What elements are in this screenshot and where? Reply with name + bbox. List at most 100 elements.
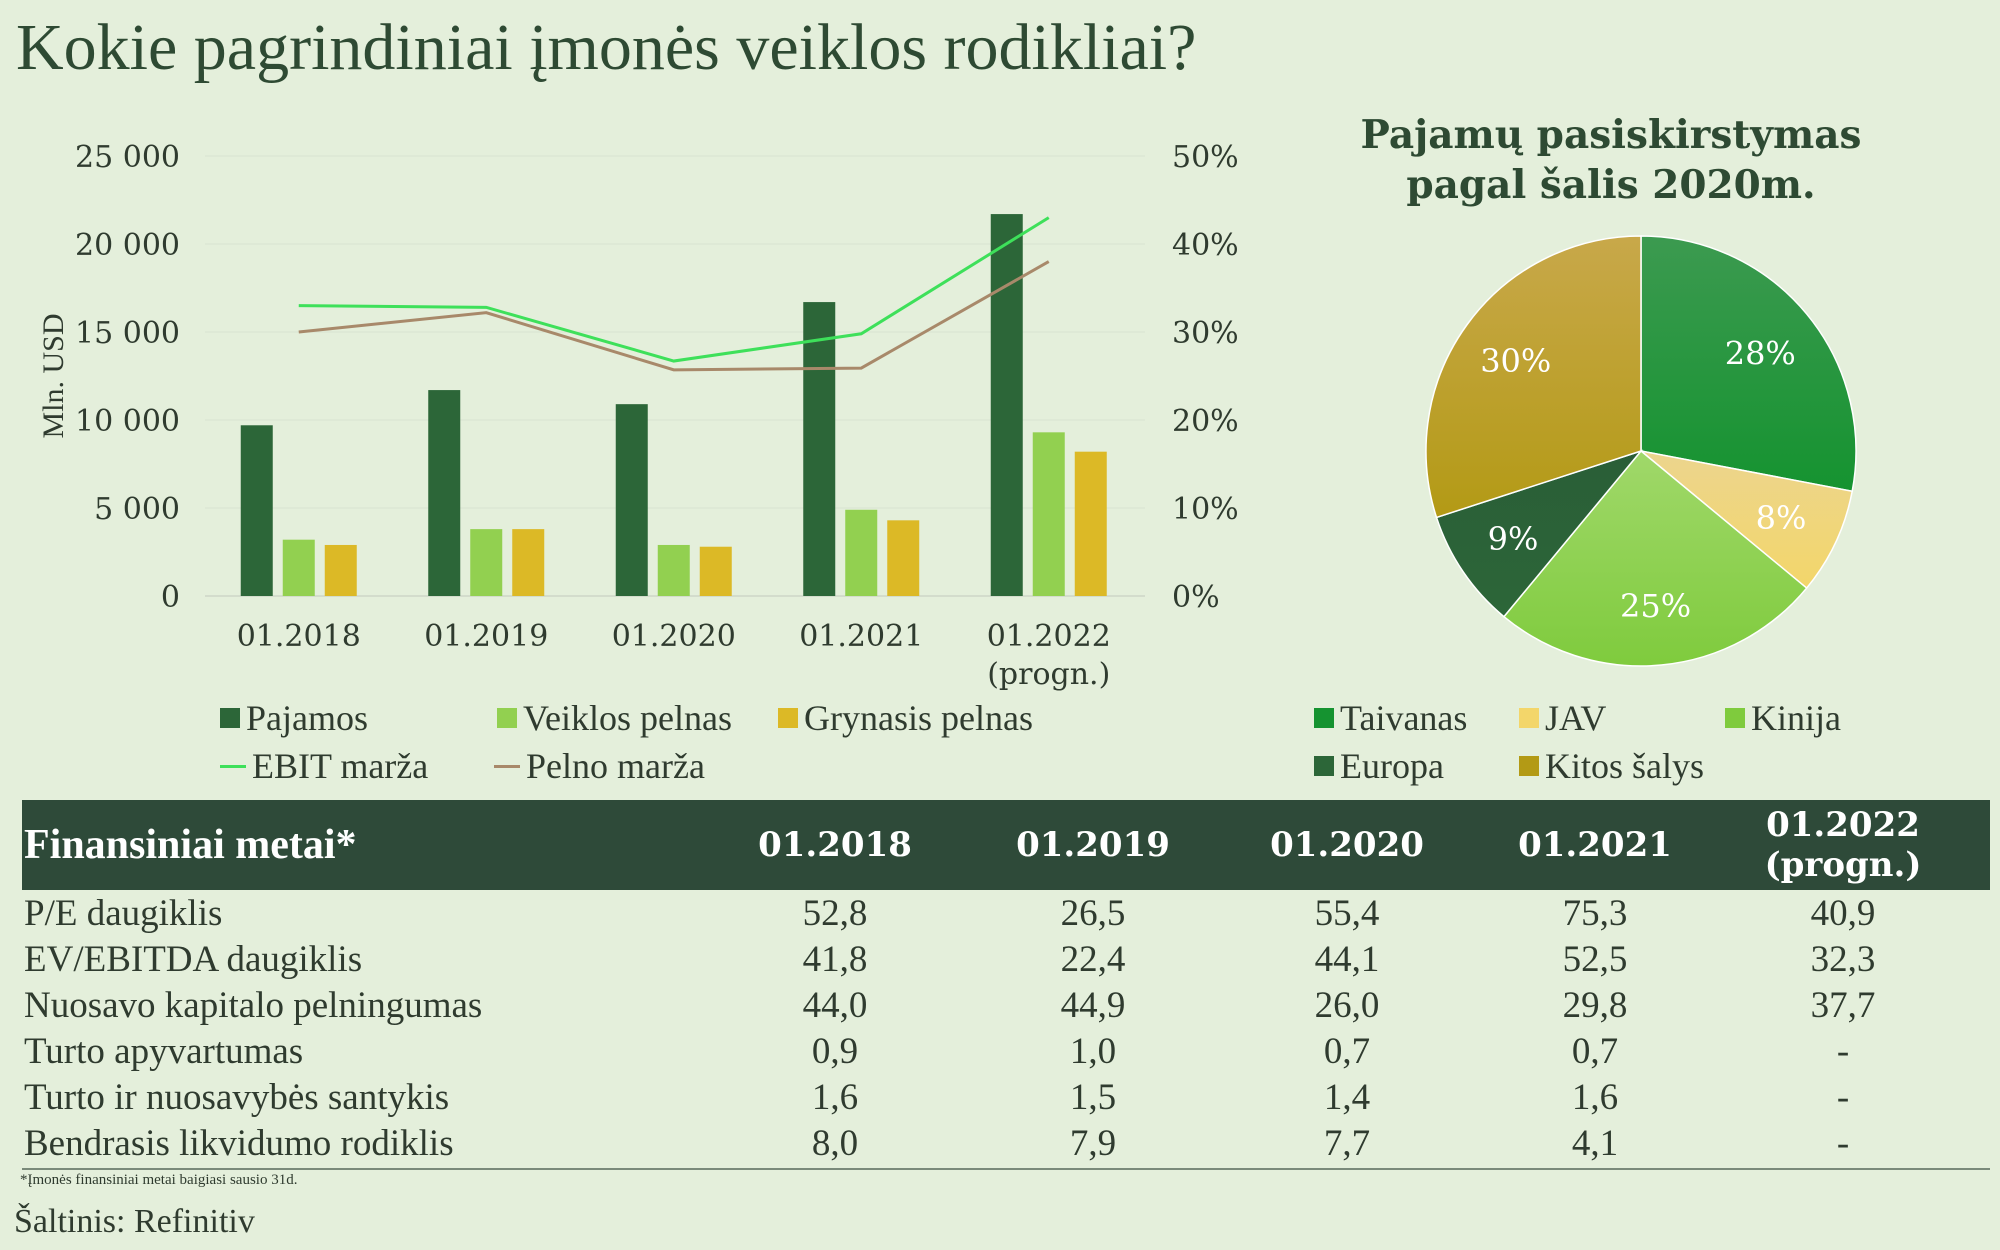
bar-grynasis-pelnas xyxy=(1074,451,1107,596)
table-cell: 1,6 xyxy=(811,1076,859,1118)
table-bottom-rule xyxy=(22,1168,1990,1170)
charts-canvas: 0 5 000 10 000 15 000 20 000 25 000 0% 10% 20% 30… xyxy=(37,112,1861,692)
table-cell: 44,1 xyxy=(1314,938,1380,980)
legend-label: Kinija xyxy=(1751,698,1841,738)
pie-data-label: 25% xyxy=(1620,587,1691,625)
table-header-label: Finansiniai metai* xyxy=(24,822,357,868)
table-cell: 1,0 xyxy=(1069,1030,1117,1072)
y-tick-label: 20 000 xyxy=(75,228,180,263)
table-row: P/E daugiklis 52,8 26,5 55,4 75,3 40,9 xyxy=(22,890,1990,936)
legend-marker xyxy=(1519,756,1539,776)
legend-marker xyxy=(494,764,520,768)
bar-pajamos xyxy=(240,425,273,596)
footnote: *Įmonės finansiniai metai baigiasi sausi… xyxy=(20,1172,298,1188)
x-tick-label: 01.2021 xyxy=(799,619,923,654)
pie-slice-kitos-alys xyxy=(1425,235,1642,519)
x-tick-label: 01.2018 xyxy=(237,619,361,654)
legend-marker xyxy=(778,708,798,728)
legend-label: Taivanas xyxy=(1340,698,1468,738)
bar-pajamos xyxy=(615,404,648,596)
bar-veiklos-pelnas xyxy=(470,529,503,596)
table-header-cell: 01.2022 (progn.) xyxy=(1764,805,1922,885)
row-label: Turto ir nuosavybės santykis xyxy=(24,1076,450,1118)
legend-marker xyxy=(220,708,240,728)
bar-pajamos xyxy=(803,302,836,596)
table-header-cell: 01.2020 xyxy=(1270,825,1424,865)
table-cell: - xyxy=(1836,1076,1850,1118)
table-cell: 52,5 xyxy=(1562,938,1628,980)
y-tick-label: 5 000 xyxy=(94,492,180,527)
table-cell: - xyxy=(1836,1030,1850,1072)
legend-label: EBIT marža xyxy=(252,746,429,786)
y-tick-label: 0 xyxy=(161,580,180,615)
row-label: Turto apyvartumas xyxy=(24,1030,304,1072)
table-cell: 44,0 xyxy=(802,984,868,1026)
bar-veiklos-pelnas xyxy=(845,509,878,596)
table-cell: 26,0 xyxy=(1314,984,1380,1026)
legend-label: Pelno marža xyxy=(526,746,705,786)
row-label: P/E daugiklis xyxy=(24,892,223,934)
pie-data-label: 9% xyxy=(1488,520,1539,558)
legend-item-ebit-mar-a: EBIT marža xyxy=(220,745,428,787)
table-cell: 55,4 xyxy=(1314,892,1380,934)
legend-item-grynasis-pelnas: Grynasis pelnas xyxy=(778,697,1033,739)
table-row: EV/EBITDA daugiklis 41,8 22,4 44,1 52,5 32,3 xyxy=(22,936,1990,982)
y2-tick-label: 30% xyxy=(1172,316,1239,351)
table-cell: 52,8 xyxy=(802,892,868,934)
table-cell: 26,5 xyxy=(1060,892,1126,934)
legend-label: Europa xyxy=(1340,746,1444,786)
bar-grynasis-pelnas xyxy=(699,546,732,596)
legend-label: Veiklos pelnas xyxy=(523,698,732,738)
legend-item-veiklos-pelnas: Veiklos pelnas xyxy=(497,697,732,739)
bar-grynasis-pelnas xyxy=(324,544,357,596)
source-note: Šaltinis: Refinitiv xyxy=(14,1203,255,1240)
table-cell: 1,6 xyxy=(1571,1076,1619,1118)
bar-veiklos-pelnas xyxy=(657,544,690,596)
legend-marker xyxy=(220,764,246,768)
legend-label: Pajamos xyxy=(246,698,368,738)
bar-chart: 0 5 000 10 000 15 000 20 000 25 000 0% 10% 20% 30… xyxy=(37,140,1239,692)
pie-data-label: 30% xyxy=(1480,342,1551,380)
pie-slice-jav xyxy=(1640,450,1854,590)
table-cell: 1,5 xyxy=(1069,1076,1117,1118)
x-tick-label: 01.2022 xyxy=(987,619,1111,654)
table-cell: 41,8 xyxy=(802,938,868,980)
bar-veiklos-pelnas xyxy=(1032,432,1065,596)
x-tick-label: 01.2020 xyxy=(612,619,736,654)
pie-slice-kinija xyxy=(1502,449,1808,667)
legend-label: Kitos šalys xyxy=(1545,746,1705,786)
bar-pajamos xyxy=(428,390,461,596)
legend-marker xyxy=(1725,708,1745,728)
financial-table: Finansiniai metai* 01.2018 01.2019 01.2020 0… xyxy=(22,800,1990,1170)
legend-marker xyxy=(497,708,517,728)
legend-marker xyxy=(1519,708,1539,728)
legend-item-pelno-mar-a: Pelno marža xyxy=(494,745,705,787)
table-cell: 0,9 xyxy=(811,1030,859,1072)
row-label: Bendrasis likvidumo rodiklis xyxy=(24,1122,454,1164)
table-cell: 29,8 xyxy=(1562,984,1628,1026)
row-label: Nuosavo kapitalo pelningumas xyxy=(24,984,483,1026)
table-cell: 4,1 xyxy=(1571,1122,1619,1164)
pie-slice-europa xyxy=(1435,449,1644,618)
legend-marker xyxy=(1314,708,1334,728)
y2-tick-label: 10% xyxy=(1172,492,1239,527)
legend-item-pajamos: Pajamos xyxy=(220,697,368,739)
pie-slice-taivanas xyxy=(1640,235,1857,493)
pie-title: pagal šalis 2020m. xyxy=(1406,162,1815,208)
table-cell: 7,9 xyxy=(1069,1122,1117,1164)
legend-item-kinija: Kinija xyxy=(1725,697,1841,739)
y-axis-label: Mln. USD xyxy=(37,313,70,438)
bar-grynasis-pelnas xyxy=(512,529,545,596)
pie-data-label: 8% xyxy=(1756,499,1807,537)
y2-tick-label: 40% xyxy=(1172,228,1239,263)
y-tick-label: 25 000 xyxy=(75,140,180,175)
legend-label: JAV xyxy=(1545,698,1607,738)
x-tick-label: (progn.) xyxy=(987,657,1110,692)
table-cell: 40,9 xyxy=(1810,892,1876,934)
table-row: Turto apyvartumas 0,9 1,0 0,7 0,7 - xyxy=(22,1028,1990,1074)
line-pelno-mar-a xyxy=(298,260,1050,372)
table-row: Nuosavo kapitalo pelningumas 44,0 44,9 26,0… xyxy=(22,982,1990,1028)
table-cell: 32,3 xyxy=(1810,938,1876,980)
table-cell: 44,9 xyxy=(1060,984,1126,1026)
